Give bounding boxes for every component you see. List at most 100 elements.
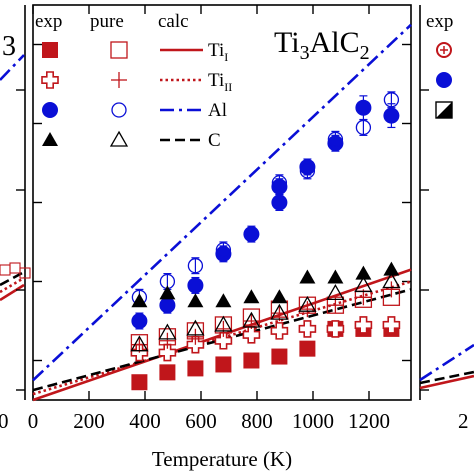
point-al-pure-shape <box>383 92 400 108</box>
point-tiii-exp <box>326 320 345 338</box>
legend-label-main: Ti <box>208 40 224 61</box>
point-tiii-exp <box>298 320 317 338</box>
x-tick-label: 200 <box>73 409 105 433</box>
point-c-pure <box>354 276 373 293</box>
point-al-exp <box>271 194 288 211</box>
left-panel-line <box>0 54 25 81</box>
point-tii-exp <box>299 340 316 357</box>
right-legend-marker-fill <box>436 102 452 118</box>
point-al-pure-shape <box>327 131 344 147</box>
point-tiii-exp-shape <box>326 320 345 338</box>
point-tiii-pure <box>131 336 148 353</box>
y-axis <box>33 43 411 362</box>
x-tick-label: 1200 <box>348 409 390 433</box>
right-legend-marker <box>435 101 453 119</box>
legend-label: TiI <box>208 40 228 64</box>
point-al-pure <box>299 163 316 179</box>
point-tiii-pure <box>187 328 204 345</box>
point-tiii-pure <box>159 332 176 349</box>
point-c-exp-shape <box>131 293 148 308</box>
point-c-exp <box>215 293 232 308</box>
legend-pure-marker-shape <box>110 41 128 59</box>
x-tick-label: 600 <box>185 409 217 433</box>
point-c-exp <box>159 285 176 300</box>
point-tii-exp <box>215 356 232 373</box>
point-tiii-pure <box>383 281 400 298</box>
point-tii-exp <box>187 360 204 377</box>
point-tii-exp-shape <box>271 348 288 365</box>
point-c-pure <box>382 272 401 289</box>
point-tii-exp-shape <box>243 352 260 369</box>
point-al-exp-shape <box>159 297 176 314</box>
point-al-exp-shape <box>355 99 372 116</box>
right-panel-line <box>419 370 474 385</box>
point-tii-exp-shape <box>215 356 232 373</box>
point-al-exp <box>355 99 372 116</box>
point-tii-exp-shape <box>131 374 148 391</box>
point-c-pure-shape <box>326 284 345 300</box>
point-tiii-exp <box>214 331 233 350</box>
legend-header-calc: calc <box>158 11 189 32</box>
left-panel-marker <box>19 267 31 279</box>
point-tiii-pure <box>299 301 316 318</box>
point-tiii-pure <box>215 320 232 337</box>
point-c-exp-shape <box>355 265 372 280</box>
point-tiii-exp-shape <box>214 331 233 350</box>
legend-exp-marker-shape <box>41 71 59 89</box>
point-tiii-exp <box>354 316 373 334</box>
legend-pure-marker-shape <box>109 130 129 147</box>
legend-pure-marker <box>110 41 128 59</box>
point-al-exp-shape <box>131 313 148 329</box>
legend-exp-marker <box>42 42 58 58</box>
point-c-pure <box>186 319 205 336</box>
point-c-pure-shape <box>298 295 317 312</box>
point-al-pure-shape <box>355 119 372 136</box>
point-c-exp-shape <box>215 293 232 308</box>
point-c-exp-shape <box>159 285 176 300</box>
x-tick-label: 1000 <box>292 409 334 433</box>
legend-exp-marker-shape <box>42 132 58 146</box>
legend-exp-marker <box>42 132 58 146</box>
point-c-exp <box>355 265 372 280</box>
legend-exp-marker-shape <box>42 42 58 58</box>
point-tiii-exp <box>158 343 177 362</box>
point-c-pure-shape <box>354 276 373 293</box>
point-al-exp-shape <box>243 226 260 243</box>
point-c-pure <box>242 311 261 328</box>
right-panel: exp 2 <box>419 5 474 433</box>
right-legend-marker <box>436 42 452 58</box>
legend-header-pure: pure <box>90 11 124 32</box>
right-legend-marker <box>436 72 452 88</box>
point-al-exp-shape <box>187 277 204 294</box>
x-axis-label: Temperature (K) <box>152 447 292 471</box>
point-c-pure <box>298 295 317 312</box>
x-tick-label: 800 <box>241 409 273 433</box>
legend-pure-marker <box>111 72 127 88</box>
point-c-exp <box>187 293 204 308</box>
point-tiii-exp <box>382 316 401 334</box>
point-c-exp <box>383 261 400 276</box>
point-al-pure-shape <box>271 175 288 191</box>
data-points <box>130 91 401 391</box>
left-panel: 3 <box>0 5 31 400</box>
point-tiii-exp-shape <box>298 320 317 338</box>
point-tiii-exp <box>270 322 289 340</box>
legend-pure-marker-shape <box>111 102 127 118</box>
point-al-pure-shape <box>299 163 316 179</box>
point-al-exp <box>243 226 260 243</box>
point-tiii-pure <box>271 305 288 322</box>
point-al-pure-shape <box>215 242 232 258</box>
point-c-pure <box>130 335 149 352</box>
point-c-pure <box>214 315 233 332</box>
point-al-pure <box>271 175 288 191</box>
x-tick-label: 0 <box>28 409 39 433</box>
x-axis: 0 200 400 600 800 1000 1200 <box>28 5 390 433</box>
point-c-pure <box>326 284 345 300</box>
point-tii-exp-shape <box>187 360 204 377</box>
legend-label-main: Al <box>208 100 227 121</box>
point-al-pure <box>187 258 204 274</box>
point-al-pure <box>215 242 232 258</box>
legend-label: C <box>208 130 221 151</box>
